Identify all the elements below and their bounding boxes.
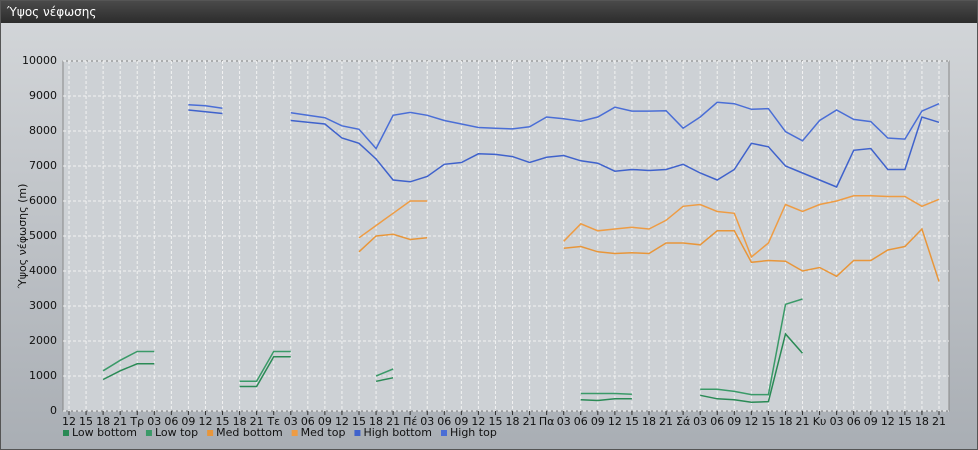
x-tick-label: 21 — [932, 415, 946, 428]
line-series — [358, 195, 940, 259]
line-series — [188, 109, 940, 188]
x-tick-label: Κυ — [813, 415, 827, 428]
window-title: Ύψος νέφωσης — [1, 1, 977, 23]
legend-swatch[interactable] — [145, 430, 152, 436]
x-tick-label: 03 — [557, 415, 571, 428]
x-tick-label: Πέ — [403, 415, 417, 428]
legend-label[interactable]: High top — [450, 426, 497, 439]
x-tick-label: 06 — [437, 415, 451, 428]
line-series — [358, 227, 940, 282]
y-tick-label: 7000 — [29, 159, 57, 172]
x-tick-label: 09 — [318, 415, 332, 428]
x-tick-label: 09 — [454, 415, 468, 428]
x-tick-label: 21 — [250, 415, 264, 428]
legend-label[interactable]: Med bottom — [216, 426, 283, 439]
x-tick-label: 03 — [830, 415, 844, 428]
x-tick-label: 21 — [659, 415, 673, 428]
x-tick-label: 12 — [471, 415, 485, 428]
x-tick-label: Τε — [266, 415, 280, 428]
x-tick-label: 15 — [79, 415, 93, 428]
y-tick-label: 8000 — [29, 124, 57, 137]
y-tick-label: 10000 — [22, 54, 57, 67]
y-tick-label: 5000 — [29, 229, 57, 242]
y-tick-label: 6000 — [29, 194, 57, 207]
x-tick-label: 03 — [420, 415, 434, 428]
x-tick-label: 09 — [181, 415, 195, 428]
x-tick-label: 09 — [591, 415, 605, 428]
x-tick-label: 15 — [625, 415, 639, 428]
line-series — [188, 101, 940, 150]
legend-label[interactable]: High bottom — [363, 426, 432, 439]
y-tick-label: 4000 — [29, 264, 57, 277]
x-tick-label: 15 — [352, 415, 366, 428]
y-axis-label: Ύψος νέφωσης (m) — [16, 184, 29, 290]
x-tick-label: 06 — [847, 415, 861, 428]
legend-swatch[interactable] — [207, 430, 214, 436]
x-tick-label: 21 — [113, 415, 127, 428]
chart: Ύψος νέφωσης (m) 0 1000 2000 3000 4000 5000 60… — [16, 54, 950, 439]
legend-label[interactable]: Med top — [301, 426, 346, 439]
x-tick-label: 18 — [778, 415, 792, 428]
x-tick-label: 18 — [642, 415, 656, 428]
x-tick-label: 12 — [198, 415, 212, 428]
x-tick-label: 03 — [147, 415, 161, 428]
x-tick-label: 15 — [761, 415, 775, 428]
x-tick-label: 03 — [693, 415, 707, 428]
x-tick-label: 12 — [608, 415, 622, 428]
x-tick-label: 15 — [488, 415, 502, 428]
x-tick-label: 09 — [864, 415, 878, 428]
x-tick-label: 21 — [523, 415, 537, 428]
legend-swatch[interactable] — [63, 430, 69, 436]
line-series — [102, 332, 804, 404]
x-tick-label: 18 — [233, 415, 247, 428]
legend-label[interactable]: Low top — [155, 426, 198, 439]
x-tick-label: 12 — [335, 415, 349, 428]
x-tick-label: 06 — [710, 415, 724, 428]
x-tick-label: 18 — [506, 415, 520, 428]
legend-swatch[interactable] — [354, 430, 361, 436]
x-tick-label: 15 — [216, 415, 230, 428]
x-tick-label: 18 — [369, 415, 383, 428]
x-tick-label: Σά — [676, 415, 690, 428]
x-tick-label: Πα — [539, 415, 555, 428]
y-tick-label: 1000 — [29, 369, 57, 382]
x-tick-label: 15 — [898, 415, 912, 428]
legend-swatch[interactable] — [441, 430, 447, 436]
y-tick-label: 0 — [50, 404, 57, 417]
x-tick-label: Τρ — [129, 415, 144, 428]
x-tick-label: 06 — [164, 415, 178, 428]
x-tick-label: 12 — [62, 415, 76, 428]
x-tick-label: 21 — [386, 415, 400, 428]
x-tick-label: 12 — [744, 415, 758, 428]
y-tick-label: 2000 — [29, 334, 57, 347]
line-series — [102, 298, 803, 396]
y-tick-label: 3000 — [29, 299, 57, 312]
x-tick-label: 18 — [915, 415, 929, 428]
x-tick-label: 21 — [796, 415, 810, 428]
x-tick-label: 12 — [881, 415, 895, 428]
x-tick-label: 03 — [284, 415, 298, 428]
y-tick-label: 9000 — [29, 89, 57, 102]
x-tick-label: 06 — [574, 415, 588, 428]
x-tick-label: 09 — [727, 415, 741, 428]
x-tick-label: 06 — [301, 415, 315, 428]
legend-label[interactable]: Low bottom — [72, 426, 137, 439]
legend-swatch[interactable] — [291, 430, 298, 436]
x-tick-label: 18 — [96, 415, 110, 428]
